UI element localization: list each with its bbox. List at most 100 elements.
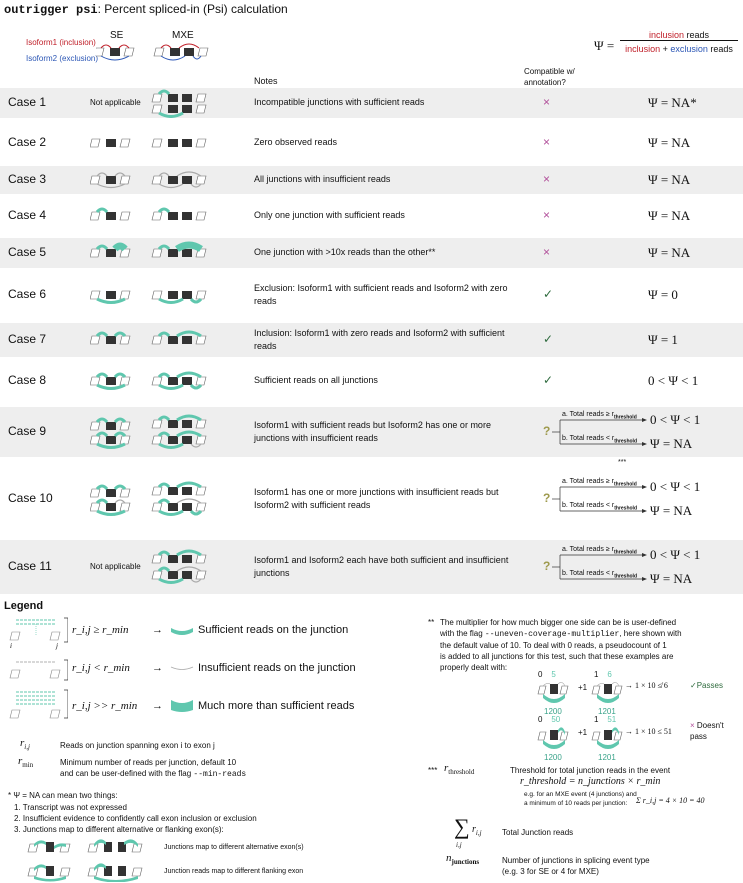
compatibility-mark: × bbox=[543, 95, 551, 109]
psi-result: Ψ = 0 bbox=[648, 287, 678, 302]
legend-label-much-more: Much more than sufficient reads bbox=[198, 700, 355, 712]
compatibility-mark: × bbox=[543, 172, 551, 186]
notes-header: Notes bbox=[254, 76, 278, 86]
sum-index: i,j bbox=[456, 841, 462, 849]
njunctions-definition: Number of junctions in splicing event ty… bbox=[502, 856, 650, 876]
compatibility-mark: ✓ bbox=[543, 373, 554, 387]
case-row: Case 2 Zero observed reads × Ψ = NA bbox=[0, 129, 743, 157]
branch-lines bbox=[552, 418, 647, 446]
isoform1-label: Isoform1 (inclusion) bbox=[26, 38, 96, 47]
branch-b-label: b. Total reads < rthreshold bbox=[562, 570, 637, 580]
na-meaning-1: 1. Transcript was not expressed bbox=[14, 803, 127, 812]
na-meaning-3: 3. Junctions map to different alternativ… bbox=[14, 825, 224, 834]
compatibility-mark: × bbox=[543, 135, 551, 149]
multiplier-example-diagrams bbox=[537, 682, 623, 749]
page-title: outrigger psi: Percent spliced-in (Psi) … bbox=[4, 2, 288, 17]
case-row: Case 1 Not applicable Incompatible junctio… bbox=[0, 88, 743, 118]
branch-lines bbox=[552, 485, 647, 513]
compatibility-mark: ? bbox=[543, 491, 551, 505]
ex1-result: ✓Passes bbox=[690, 681, 723, 690]
case-note: Isoform1 with sufficient reads but Isofo… bbox=[254, 420, 491, 443]
case-diagram bbox=[90, 241, 207, 258]
case-label: Case 2 bbox=[8, 135, 47, 149]
case-note: Only one junction with sufficient reads bbox=[254, 210, 405, 220]
rij-symbol: ri,j bbox=[20, 737, 30, 752]
ex2-right-bottom: 1201 bbox=[598, 753, 616, 762]
threshold-calculation: Σ r_i,j = 4 × 10 = 40 bbox=[636, 796, 705, 805]
compatibility-mark: ✓ bbox=[543, 287, 554, 301]
branch-b-label: b. Total reads < rthreshold bbox=[562, 435, 637, 445]
case-row: Case 11 Not applicable Isoform1 and Isofor… bbox=[0, 540, 743, 594]
legend-arrow-insufficient: → bbox=[152, 662, 163, 674]
ex2-result: × Doesn't pass bbox=[690, 721, 724, 741]
case-label: Case 7 bbox=[8, 332, 47, 346]
case-note: Incompatible junctions with sufficient r… bbox=[254, 97, 425, 107]
sum-definition: Total Junction reads bbox=[502, 828, 574, 837]
example2-left bbox=[537, 727, 569, 749]
case-row: Case 8 Sufficient reads on all junctions ✓… bbox=[0, 364, 743, 398]
legend-insufficient-diagram bbox=[9, 661, 61, 679]
case-note: One junction with >10x reads than the ot… bbox=[254, 247, 436, 257]
branch-a-label: a. Total reads ≥ rthreshold bbox=[562, 411, 637, 421]
case-note: Zero observed reads bbox=[254, 137, 338, 147]
legend-sufficient-diagram: i j bbox=[9, 619, 61, 650]
case-note: Sufficient reads on all junctions bbox=[254, 375, 378, 385]
multiplier-note: The multiplier for how much bigger one s… bbox=[440, 618, 682, 672]
psi-result-b: Ψ = NA bbox=[650, 436, 693, 451]
na-meaning-lead: * Ψ = NA can mean two things: bbox=[8, 791, 118, 800]
psi-formula-numerator: inclusion reads bbox=[620, 30, 738, 41]
case-row: Case 9 Isoform1 with sufficient reads but… bbox=[0, 407, 743, 466]
compatibility-mark: ? bbox=[543, 424, 551, 438]
psi-formula-lhs: Ψ = bbox=[594, 38, 615, 53]
psi-result: Ψ = NA bbox=[648, 245, 691, 260]
case-row: Case 6 Exclusion: Isoform1 with sufficien… bbox=[0, 277, 743, 313]
case-row: Case 7 Inclusion: Isoform1 with zero read… bbox=[0, 323, 743, 357]
case-label: Case 8 bbox=[8, 373, 47, 387]
legend-math-insufficient: r_i,j < r_min bbox=[72, 662, 130, 674]
psi-result: Ψ = 1 bbox=[648, 332, 678, 347]
case-label: Case 6 bbox=[8, 287, 47, 301]
threshold-symbol: rthreshold bbox=[444, 762, 475, 777]
compatibility-mark: ? bbox=[543, 559, 551, 573]
case-diagram bbox=[151, 89, 207, 118]
ex2-plus: +1 bbox=[578, 728, 588, 737]
not-applicable-label: Not applicable bbox=[90, 562, 141, 571]
threshold-stars: *** bbox=[618, 459, 627, 466]
se-label: SE bbox=[110, 30, 124, 41]
legend-math-sufficient: r_i,j ≥ r_min bbox=[72, 624, 129, 636]
case-row: Case 4 Only one junction with sufficient … bbox=[0, 202, 743, 230]
case-note: Isoform1 and Isoform2 each have both suf… bbox=[254, 555, 509, 578]
example1-left bbox=[537, 682, 569, 703]
ex1-left-bottom: 1200 bbox=[544, 707, 562, 716]
legend-arrow-much-more: → bbox=[152, 700, 163, 712]
case-note: Isoform1 has one or more junctions with … bbox=[254, 487, 499, 510]
ex2-left-top: 0 50 bbox=[538, 715, 561, 724]
threshold-equation: r_threshold = n_junctions × r_min bbox=[520, 776, 661, 787]
psi-result-a: 0 < Ψ < 1 bbox=[650, 412, 701, 427]
header-diagram bbox=[96, 43, 209, 61]
case-row: Case 10 Isoform1 has one or more junction… bbox=[0, 473, 743, 525]
double-star-marker: ** bbox=[428, 618, 435, 627]
case-diagram bbox=[90, 414, 207, 449]
case-note: Inclusion: Isoform1 with zero reads and … bbox=[254, 328, 505, 351]
ex2-right-top: 1 51 bbox=[594, 715, 617, 724]
case-row: Case 3 All junctions with insufficient re… bbox=[0, 166, 743, 194]
ex1-left-top: 0 5 bbox=[538, 670, 556, 679]
branch-a-label: a. Total reads ≥ rthreshold bbox=[562, 546, 637, 556]
case-label: Case 3 bbox=[8, 172, 47, 186]
ex1-plus: +1 bbox=[578, 683, 588, 692]
psi-result-a: 0 < Ψ < 1 bbox=[650, 479, 701, 494]
legend-junction-diagrams: i j bbox=[9, 617, 68, 719]
sum-rij: ri,j bbox=[472, 824, 482, 837]
svg-text:j: j bbox=[55, 642, 58, 650]
legend-math-much-more: r_i,j >> r_min bbox=[72, 700, 138, 712]
branch-b-label: b. Total reads < rthreshold bbox=[562, 502, 637, 512]
case-diagram bbox=[90, 330, 207, 345]
case-label: Case 11 bbox=[8, 559, 52, 573]
psi-result: Ψ = NA bbox=[648, 135, 691, 150]
ex1-right-bottom: 1201 bbox=[598, 707, 616, 716]
rmin-definition: Minimum number of reads per junction, de… bbox=[60, 758, 247, 779]
case-diagram bbox=[90, 290, 207, 304]
case-row: Case 5 One junction with >10x reads than … bbox=[0, 238, 743, 268]
psi-formula-denominator: inclusion + exclusion reads bbox=[625, 44, 733, 54]
